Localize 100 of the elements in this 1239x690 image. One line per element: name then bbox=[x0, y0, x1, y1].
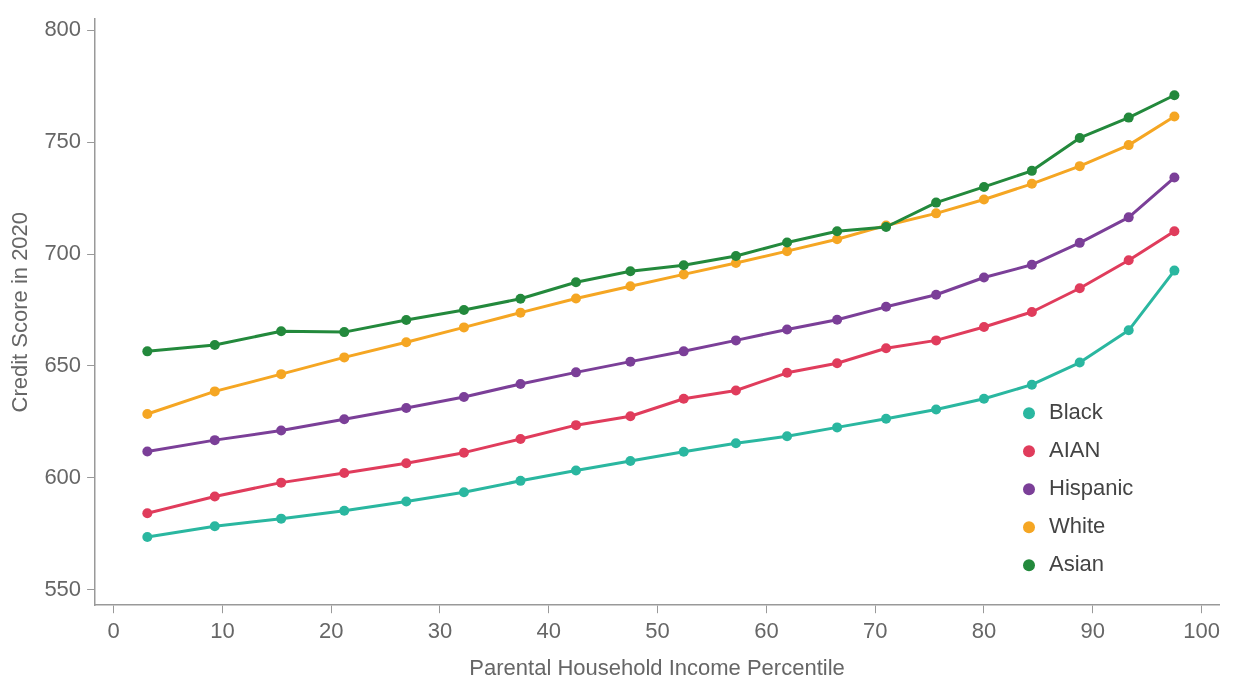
point bbox=[978, 194, 989, 205]
point bbox=[1169, 226, 1180, 237]
point bbox=[571, 420, 581, 431]
point bbox=[782, 367, 793, 378]
y-axis-title: Credit Score in 2020 bbox=[7, 211, 33, 413]
x-tick-label: 80 bbox=[971, 618, 997, 644]
legend-label: Hispanic bbox=[1049, 475, 1134, 501]
point bbox=[832, 358, 843, 369]
point bbox=[276, 326, 287, 337]
point bbox=[678, 269, 689, 280]
point bbox=[401, 402, 412, 413]
legend-label: AIAN bbox=[1049, 437, 1101, 463]
point bbox=[515, 307, 526, 318]
point bbox=[209, 435, 220, 446]
point bbox=[881, 343, 892, 354]
point bbox=[458, 447, 469, 458]
point bbox=[881, 413, 892, 424]
legend-label: White bbox=[1049, 513, 1106, 539]
point bbox=[678, 346, 689, 357]
y-tick-label: 700 bbox=[44, 240, 82, 266]
point bbox=[458, 322, 469, 333]
point bbox=[458, 391, 469, 402]
x-tick-label: 10 bbox=[210, 618, 235, 644]
legend-label: Asian bbox=[1049, 551, 1105, 577]
point bbox=[678, 446, 689, 457]
point bbox=[1123, 140, 1134, 151]
y-tick-label: 650 bbox=[44, 351, 82, 377]
point bbox=[458, 487, 469, 498]
point bbox=[1074, 357, 1085, 368]
point bbox=[571, 465, 581, 476]
point bbox=[571, 293, 581, 304]
point bbox=[276, 513, 287, 524]
x-tick-label: 100 bbox=[1183, 618, 1220, 644]
point bbox=[1123, 212, 1134, 223]
x-tick-label: 40 bbox=[536, 618, 562, 644]
point bbox=[931, 197, 942, 208]
x-tick-label: 60 bbox=[754, 618, 779, 644]
point bbox=[1026, 178, 1037, 189]
point bbox=[978, 181, 989, 192]
point bbox=[782, 237, 793, 248]
point bbox=[881, 301, 892, 312]
point bbox=[1123, 255, 1134, 266]
point bbox=[978, 321, 989, 332]
point bbox=[276, 369, 287, 380]
point bbox=[625, 356, 636, 367]
point bbox=[339, 414, 350, 425]
point bbox=[1026, 306, 1037, 317]
point bbox=[209, 386, 220, 397]
point bbox=[1074, 161, 1085, 172]
point bbox=[339, 327, 350, 338]
point bbox=[571, 367, 581, 378]
point bbox=[931, 404, 942, 415]
point bbox=[142, 508, 153, 519]
point bbox=[730, 438, 741, 449]
y-tick-label: 750 bbox=[44, 128, 82, 154]
point bbox=[931, 208, 942, 219]
point bbox=[978, 272, 989, 283]
point bbox=[142, 346, 153, 357]
point bbox=[142, 408, 153, 419]
x-tick-label: 50 bbox=[645, 618, 670, 644]
point bbox=[1026, 379, 1037, 390]
point bbox=[276, 477, 287, 488]
point bbox=[515, 475, 526, 486]
point bbox=[730, 385, 741, 396]
point bbox=[1026, 165, 1037, 176]
point bbox=[209, 340, 220, 351]
point bbox=[625, 455, 636, 466]
point bbox=[339, 352, 350, 363]
point bbox=[1074, 237, 1085, 248]
point bbox=[931, 289, 942, 300]
point bbox=[401, 458, 412, 469]
y-tick-label: 550 bbox=[44, 575, 82, 601]
point bbox=[782, 246, 793, 257]
x-axis-title: Parental Household Income Percentile bbox=[469, 654, 845, 680]
point bbox=[730, 335, 741, 346]
point bbox=[515, 379, 526, 389]
point bbox=[625, 411, 636, 422]
point bbox=[1074, 283, 1085, 294]
point bbox=[1026, 259, 1037, 270]
point bbox=[730, 251, 741, 262]
point bbox=[832, 226, 843, 237]
point bbox=[978, 393, 989, 404]
point bbox=[782, 431, 793, 442]
point bbox=[142, 531, 153, 542]
x-tick-label: 90 bbox=[1080, 618, 1106, 644]
x-tick-label: 70 bbox=[862, 618, 888, 644]
point bbox=[832, 422, 843, 433]
x-tick-label: 0 bbox=[107, 618, 120, 644]
point bbox=[832, 314, 843, 325]
point bbox=[571, 277, 581, 288]
point bbox=[1169, 90, 1180, 101]
point bbox=[782, 324, 793, 335]
point bbox=[678, 393, 689, 404]
point bbox=[1169, 172, 1180, 183]
point bbox=[625, 266, 636, 277]
point bbox=[401, 337, 412, 348]
point bbox=[276, 425, 287, 436]
point bbox=[515, 293, 526, 304]
point bbox=[209, 491, 220, 502]
point bbox=[339, 468, 350, 479]
